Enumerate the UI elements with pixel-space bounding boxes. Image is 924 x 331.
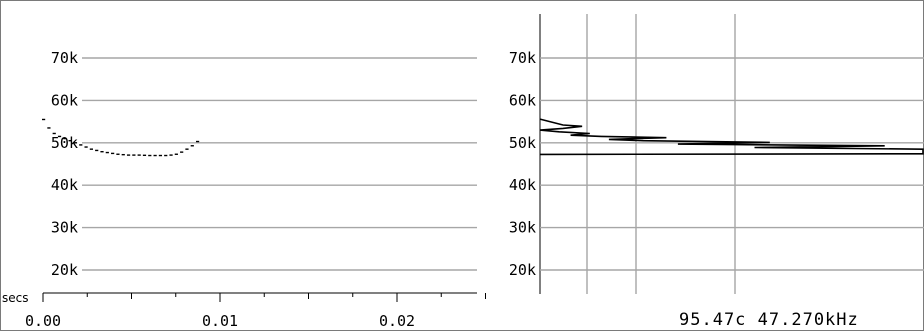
right-y-tick-label: 30k bbox=[509, 219, 536, 237]
pitch-vs-time-chart[interactable]: 70k 60k 50k 40k 30k 20k 0.00 0.01 0.02 secs bbox=[2, 49, 486, 330]
left-y-tick-label: 70k bbox=[51, 49, 78, 67]
left-series-points bbox=[42, 118, 200, 157]
left-x-tick-label: 0.02 bbox=[379, 312, 415, 330]
left-x-tick-label: 0.00 bbox=[25, 312, 61, 330]
left-x-tick-label: 0.01 bbox=[202, 312, 238, 330]
pitch-point bbox=[137, 154, 141, 156]
pitch-point bbox=[47, 127, 51, 129]
left-y-axis: 70k 60k 50k 40k 30k 20k bbox=[51, 49, 78, 279]
left-y-tick-label: 20k bbox=[51, 261, 78, 279]
left-y-tick-label: 40k bbox=[51, 176, 78, 194]
pitch-point bbox=[121, 153, 125, 156]
pitch-point bbox=[68, 139, 72, 142]
pitch-point bbox=[142, 154, 147, 157]
left-y-tick-label: 60k bbox=[51, 91, 78, 109]
pitch-point bbox=[57, 135, 62, 138]
pitch-point bbox=[164, 154, 168, 157]
pitch-point bbox=[95, 149, 99, 152]
pitch-point bbox=[158, 154, 163, 157]
pitch-point bbox=[180, 151, 184, 153]
pitch-point bbox=[169, 154, 173, 156]
left-y-tick-label: 30k bbox=[51, 219, 78, 237]
right-y-tick-label: 70k bbox=[509, 49, 536, 67]
pitch-point bbox=[116, 153, 120, 155]
pitch-point bbox=[195, 140, 200, 143]
pitch-point bbox=[190, 145, 194, 147]
right-y-tick-label: 50k bbox=[509, 134, 536, 152]
pitch-point bbox=[100, 151, 104, 153]
spectrum-series-line bbox=[539, 118, 924, 156]
pitch-point bbox=[185, 148, 189, 150]
right-y-tick-label: 20k bbox=[509, 261, 536, 279]
pitch-point bbox=[89, 148, 93, 150]
left-gridlines bbox=[82, 57, 477, 271]
pitch-point bbox=[63, 137, 67, 140]
pitch-point bbox=[174, 153, 178, 155]
pitch-point bbox=[148, 154, 152, 157]
right-y-axis: 70k 60k 50k 40k 30k 20k bbox=[509, 49, 536, 279]
spectrum-chart[interactable]: 70k 60k 50k 40k 30k 20k 95.47c 47.270kHz bbox=[509, 14, 924, 330]
right-y-tick-label: 60k bbox=[509, 91, 536, 109]
pitch-point bbox=[111, 152, 115, 155]
x-axis-unit-label: secs bbox=[2, 291, 28, 305]
pitch-point bbox=[84, 146, 88, 148]
pitch-point bbox=[73, 142, 78, 144]
left-y-tick-label: 50k bbox=[51, 134, 78, 152]
pitch-point bbox=[153, 154, 157, 157]
pitch-point bbox=[79, 144, 83, 146]
pitch-point bbox=[52, 132, 56, 135]
pitch-point bbox=[126, 154, 131, 156]
right-gridlines bbox=[539, 14, 924, 294]
left-x-axis: 0.00 0.01 0.02 bbox=[25, 292, 486, 330]
right-y-tick-label: 40k bbox=[509, 176, 536, 194]
pitch-point bbox=[42, 118, 46, 121]
pitch-point bbox=[132, 154, 136, 156]
pitch-point bbox=[105, 151, 109, 154]
cursor-readout: 95.47c 47.270kHz bbox=[679, 310, 859, 330]
